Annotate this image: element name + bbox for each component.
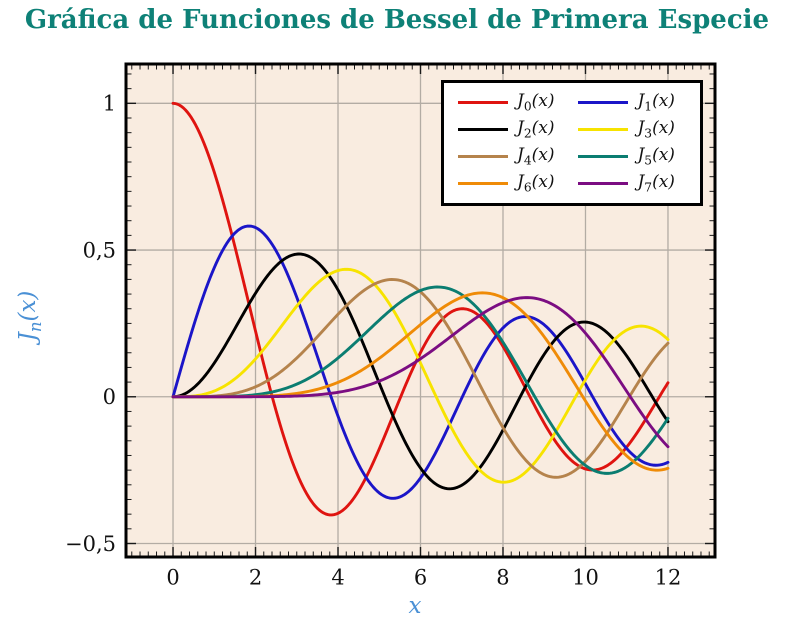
x-axis-label: x	[408, 593, 422, 619]
plot-frame	[124, 62, 717, 559]
legend-label: J1(x)	[637, 91, 675, 114]
legend-swatch	[458, 100, 508, 105]
legend-swatch	[458, 181, 508, 186]
x-tick-label: 8	[496, 566, 509, 590]
y-axis-label-sub: n	[25, 321, 45, 333]
y-tick-label: 1	[103, 92, 116, 116]
x-tick-label: 2	[249, 566, 262, 590]
y-axis-label-main: J	[15, 332, 42, 342]
legend-item-J3(x): J3(x)	[578, 118, 690, 141]
legend-label: J0(x)	[517, 91, 555, 114]
legend-swatch	[578, 127, 629, 132]
legend-label: J2(x)	[517, 118, 555, 141]
x-tick-label: 12	[655, 566, 682, 590]
curve-J3(x)	[171, 267, 670, 484]
x-tick-label: 0	[166, 566, 179, 590]
legend-item-J5(x): J5(x)	[578, 145, 690, 168]
legend-item-J4(x): J4(x)	[458, 145, 578, 168]
legend-label: J5(x)	[637, 145, 675, 168]
curve-J7(x)	[171, 296, 670, 449]
legend-item-J6(x): J6(x)	[458, 172, 578, 195]
legend-item-J0(x): J0(x)	[458, 91, 578, 114]
y-tick-label: 0,5	[83, 238, 116, 262]
legend-swatch	[458, 127, 508, 132]
curve-J2(x)	[171, 252, 670, 491]
legend-swatch	[578, 154, 629, 159]
x-tick-label: 10	[572, 566, 599, 590]
chart-title: Gráfica de Funciones de Bessel de Primer…	[24, 5, 770, 35]
curve-J0(x)	[171, 101, 670, 517]
x-tick-label: 6	[414, 566, 427, 590]
legend-swatch	[578, 181, 629, 186]
legend: J0(x) J1(x) J2(x) J3(x) J4(x) J5(x) J6(x) J7(x)	[441, 80, 703, 206]
legend-label: J3(x)	[637, 118, 675, 141]
y-tick-label: −0,5	[65, 532, 116, 556]
y-axis-label: Jn(x)	[15, 291, 45, 342]
legend-label: J4(x)	[517, 145, 555, 168]
curve-J5(x)	[171, 285, 670, 475]
legend-swatch	[578, 100, 629, 105]
legend-label: J7(x)	[637, 172, 675, 195]
y-tick-label: 0	[103, 385, 116, 409]
x-tick-label: 4	[331, 566, 344, 590]
y-axis-label-rest: (x)	[15, 290, 42, 322]
legend-item-J2(x): J2(x)	[458, 118, 578, 141]
curve-J1(x)	[171, 224, 670, 500]
legend-label: J6(x)	[517, 172, 555, 195]
legend-item-J1(x): J1(x)	[578, 91, 690, 114]
legend-swatch	[458, 154, 508, 159]
legend-item-J7(x): J7(x)	[578, 172, 690, 195]
